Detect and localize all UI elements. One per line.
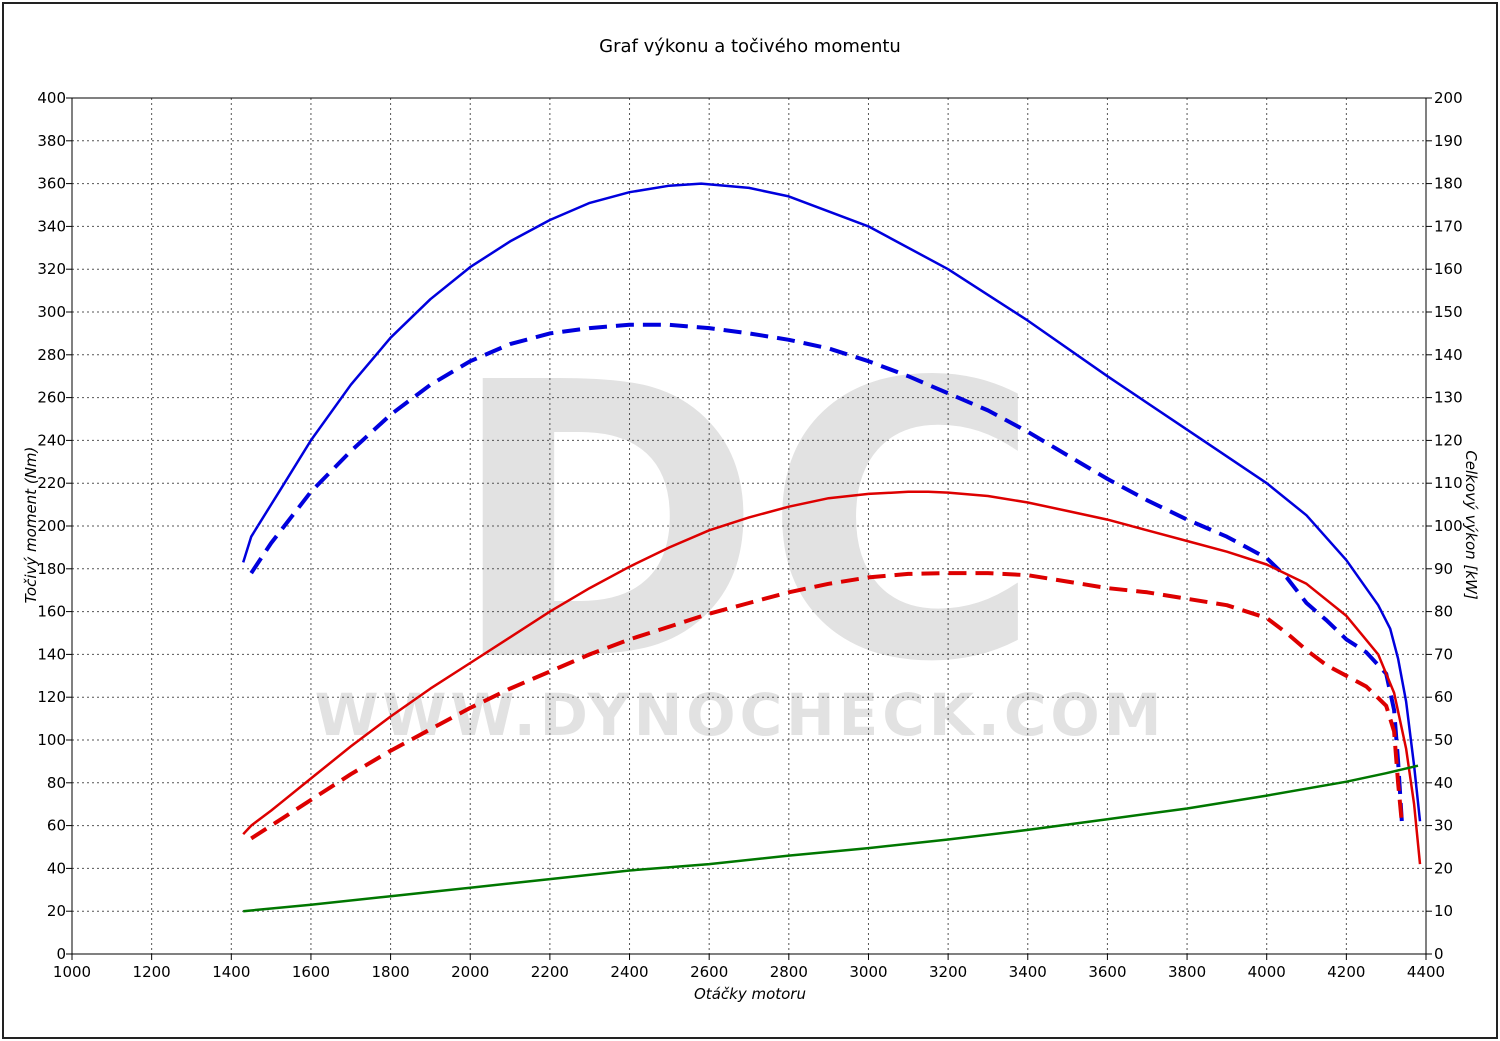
x-tick-label: 1600	[292, 963, 330, 981]
axis-ticks	[66, 97, 1432, 960]
y-left-tick-label: 80	[47, 774, 66, 792]
x-tick-label: 2200	[531, 963, 569, 981]
y-left-tick-label: 220	[37, 474, 66, 492]
y-left-tick-label: 40	[47, 859, 66, 877]
y-right-tick-label: 130	[1434, 389, 1463, 407]
y-right-tick-label: 170	[1434, 217, 1463, 235]
x-tick-label: 1800	[371, 963, 409, 981]
y-left-tick-label: 200	[37, 517, 66, 535]
y-right-tick-label: 180	[1434, 175, 1463, 193]
y-left-tick-label: 340	[37, 217, 66, 235]
x-tick-label: 2000	[451, 963, 489, 981]
y-left-tick-label: 120	[37, 688, 66, 706]
series-power-tuned	[242, 490, 1422, 865]
chart-title: Graf výkonu a točivého momentu	[599, 36, 901, 57]
x-tick-label: 3600	[1088, 963, 1126, 981]
x-axis-title: Otáčky motoru	[694, 985, 806, 1003]
y-right-tick-label: 70	[1434, 645, 1453, 663]
y-right-tick-label: 30	[1434, 817, 1453, 835]
x-tick-label: 2400	[610, 963, 648, 981]
x-tick-label: 2800	[770, 963, 808, 981]
y-left-tick-label: 180	[37, 560, 66, 578]
y-left-tick-label: 0	[56, 945, 66, 963]
x-tick-label: 3200	[929, 963, 967, 981]
x-tick-label: 2600	[690, 963, 728, 981]
y-left-tick-label: 280	[37, 346, 66, 364]
y-right-tick-label: 0	[1434, 945, 1444, 963]
y-right-tick-label: 40	[1434, 774, 1453, 792]
y-left-tick-label: 380	[37, 132, 66, 150]
y-right-tick-label: 50	[1434, 731, 1453, 749]
y-left-tick-label: 260	[37, 389, 66, 407]
y-left-tick-label: 60	[47, 817, 66, 835]
y-left-tick-label: 140	[37, 645, 66, 663]
y-right-tick-label: 80	[1434, 603, 1453, 621]
y-right-tick-label: 190	[1434, 132, 1463, 150]
x-tick-label: 4200	[1327, 963, 1365, 981]
x-axis-tick-labels: 1000 1200 1400 1600 1800 2000 2200 2400 2600 2800…	[53, 963, 1445, 981]
y-left-tick-label: 400	[37, 89, 66, 107]
x-tick-label: 3000	[849, 963, 887, 981]
y-right-tick-label: 150	[1434, 303, 1463, 321]
y-left-tick-label: 300	[37, 303, 66, 321]
y-right-tick-label: 60	[1434, 688, 1453, 706]
y-left-tick-label: 240	[37, 431, 66, 449]
series-lines	[242, 182, 1422, 913]
y-left-tick-label: 20	[47, 902, 66, 920]
watermark-text: WWW.DYNOCHECK.COM	[315, 681, 1166, 749]
series-torque-stock	[249, 322, 1405, 826]
y-right-tick-label: 10	[1434, 902, 1453, 920]
y-right-tick-label: 140	[1434, 346, 1463, 364]
right-axis-tick-labels: 0 10 20 30 40 50 60 70 80 90 100 110 120 130 140 150 160…	[1434, 89, 1463, 963]
x-tick-label: 1000	[53, 963, 91, 981]
y-right-tick-label: 110	[1434, 474, 1463, 492]
x-tick-label: 4000	[1248, 963, 1286, 981]
y-left-tick-label: 100	[37, 731, 66, 749]
x-tick-label: 3400	[1009, 963, 1047, 981]
series-loss-curve	[243, 764, 1419, 913]
x-tick-label: 3800	[1168, 963, 1206, 981]
series-power-stock	[250, 571, 1405, 841]
y-right-tick-label: 160	[1434, 260, 1463, 278]
left-axis-tick-labels: 0 20 40 60 80 100 120 140 160 180 200 220 240 260 280 3…	[37, 89, 66, 963]
grid	[72, 98, 1427, 954]
y-left-tick-label: 360	[37, 175, 66, 193]
y-right-tick-label: 100	[1434, 517, 1463, 535]
left-axis-title: Točivý moment (Nm)	[22, 447, 40, 604]
y-right-tick-label: 90	[1434, 560, 1453, 578]
series-torque-tuned	[242, 182, 1422, 822]
y-right-tick-label: 200	[1434, 89, 1463, 107]
x-tick-label: 1400	[212, 963, 250, 981]
right-axis-title: Celkový výkon [kW]	[1462, 450, 1480, 600]
x-tick-label: 1200	[133, 963, 171, 981]
y-right-tick-label: 120	[1434, 431, 1463, 449]
y-right-tick-label: 20	[1434, 859, 1453, 877]
y-left-tick-label: 320	[37, 260, 66, 278]
y-left-tick-label: 160	[37, 603, 66, 621]
x-tick-label: 4400	[1407, 963, 1445, 981]
